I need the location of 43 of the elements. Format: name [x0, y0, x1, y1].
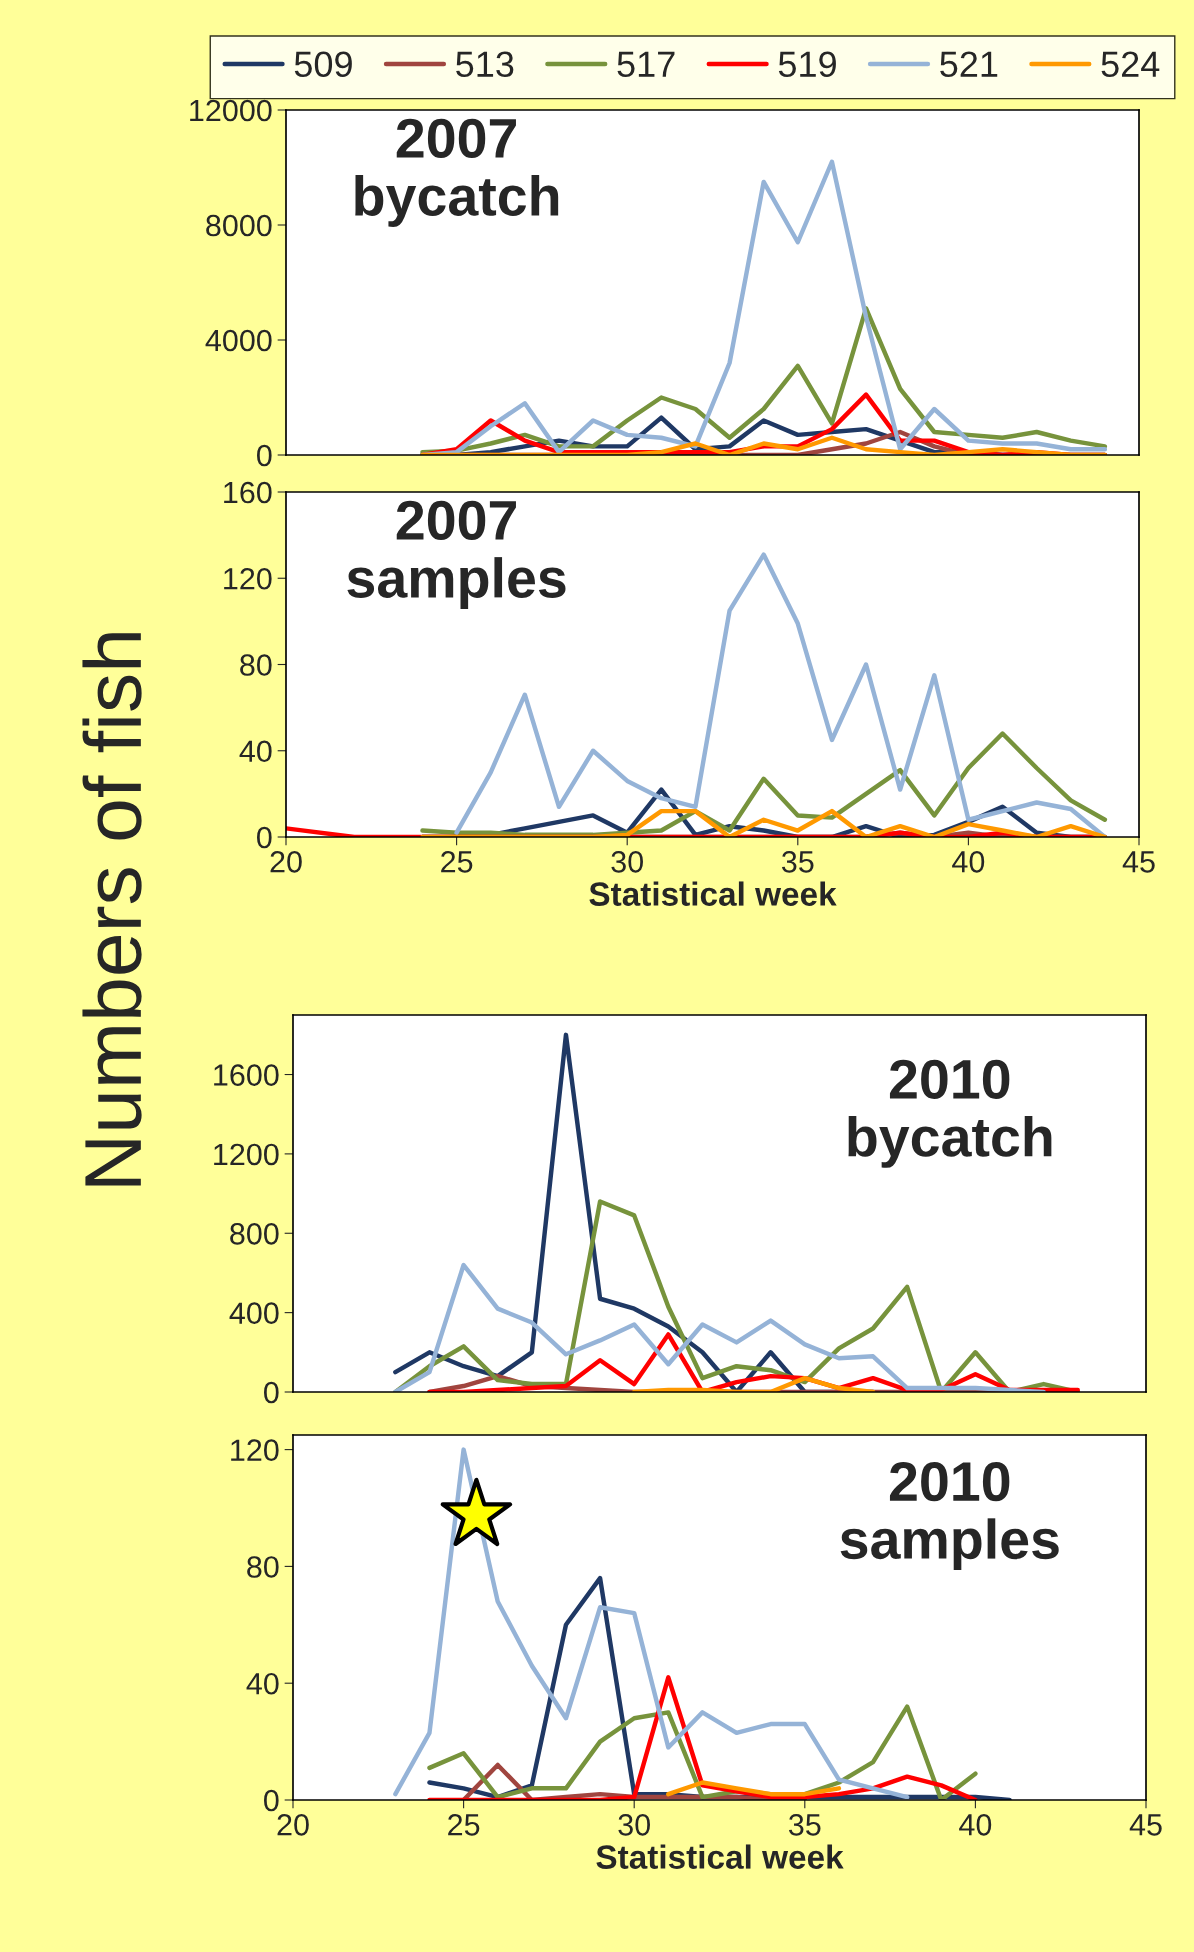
legend-label: 513: [456, 51, 514, 78]
y-axis-title: Numbers of fish: [82, 633, 142, 1186]
y-tick-label: 120: [224, 567, 272, 590]
legend-label: 524: [1101, 51, 1160, 78]
y-tick-label: 120: [231, 1439, 279, 1461]
y-tick-label: 0: [264, 1789, 279, 1812]
x-tick-label: 40: [952, 851, 985, 873]
y-tick-label: 8000: [206, 214, 272, 237]
y-tick-label: 40: [246, 1672, 279, 1695]
x-tick-label: 20: [270, 851, 302, 873]
legend-label: 521: [940, 51, 998, 78]
legend-label: 509: [294, 51, 352, 78]
y-tick-label: 1200: [214, 1143, 279, 1166]
x-axis-title: Statistical week: [589, 881, 837, 906]
annotation: 2007 bycatch: [355, 118, 559, 227]
y-tick-label: 80: [247, 1556, 279, 1578]
y-tick-label: 80: [240, 654, 272, 676]
y-tick-label: 0: [257, 444, 272, 467]
x-tick-label: 20: [277, 1814, 309, 1836]
x-tick-label: 30: [618, 1814, 650, 1836]
annotation: 2007 samples: [347, 500, 566, 609]
y-tick-label: 800: [230, 1223, 279, 1245]
legend-label: 519: [778, 51, 836, 78]
x-tick-label: 25: [448, 1814, 480, 1836]
annotation: 2010 samples: [840, 1461, 1059, 1571]
x-tick-label: 35: [781, 851, 814, 873]
x-tick-label: 25: [441, 851, 473, 873]
y-tick-label: 0: [264, 1381, 279, 1404]
x-tick-label: 35: [788, 1814, 821, 1836]
y-tick-label: 4000: [205, 329, 272, 352]
annotation: 2010 bycatch: [848, 1059, 1052, 1168]
y-tick-label: 160: [224, 481, 272, 504]
y-tick-label: 400: [229, 1302, 279, 1324]
y-tick-label: 40: [239, 740, 272, 763]
x-tick-label: 45: [1122, 851, 1155, 873]
x-tick-label: 40: [959, 1814, 992, 1836]
y-tick-label: 0: [257, 826, 272, 849]
legend-label: 517: [617, 51, 675, 78]
x-axis-title: Statistical week: [596, 1844, 844, 1869]
x-tick-label: 45: [1129, 1814, 1162, 1836]
x-tick-label: 30: [611, 851, 643, 873]
y-tick-label: 1600: [214, 1064, 279, 1086]
y-tick-label: 12000: [190, 99, 272, 122]
